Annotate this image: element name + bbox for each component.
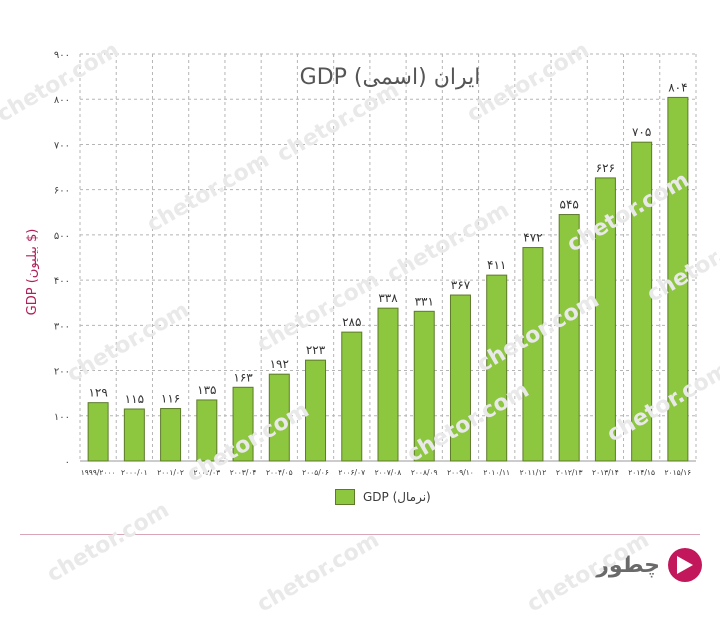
y-tick-label: ۳۰۰ xyxy=(54,321,70,332)
y-axis-ticks: ۰ ۱۰۰ ۲۰۰ ۳۰۰ ۴۰۰ ۵۰۰ ۶۰۰ ۷۰۰ ۸۰۰ ۹۰۰ xyxy=(54,50,70,468)
x-tick-label: ۲۰۱۲/۱۳ xyxy=(556,468,583,477)
bar xyxy=(341,331,363,462)
y-axis-label: GDP (بیلیون $) xyxy=(25,229,40,316)
bar-value-label: ۳۶۷ xyxy=(451,278,471,292)
legend-label: GDP (نرمال) xyxy=(363,490,431,504)
bar-value-label: ۱۶۳ xyxy=(233,370,253,384)
bar xyxy=(449,294,471,462)
x-tick-label: ۲۰۰۹/۱۰ xyxy=(447,468,474,477)
x-axis-ticks: ۱۹۹۹/۲۰۰۰ ۲۰۰۰/۰۱ ۲۰۰۱/۰۲ ۲۰۰۲/۰۳ ۲۰۰۳/۰۴ ۲۰۰… xyxy=(81,468,691,477)
x-tick-label: ۲۰۱۰/۱۱ xyxy=(483,468,510,477)
brand-name: چطور xyxy=(596,552,660,578)
bar-value-label: ۱۱۵ xyxy=(125,392,144,406)
bar-value-label: ۱۹۲ xyxy=(270,357,289,371)
legend-swatch xyxy=(335,489,355,505)
y-tick-label: ۲۰۰ xyxy=(54,367,70,378)
x-tick-label: ۲۰۱۱/۱۲ xyxy=(520,468,547,477)
x-tick-label: ۲۰۰۰/۰۱ xyxy=(121,468,148,477)
bar-value-label: ۱۳۵ xyxy=(197,383,216,397)
bar-value-label: ۴۱۱ xyxy=(487,258,506,272)
bar xyxy=(522,247,544,462)
x-tick-label: ۲۰۰۵/۰۶ xyxy=(302,468,329,477)
y-tick-label: ۱۰۰ xyxy=(54,412,70,423)
x-tick-label: ۱۹۹۹/۲۰۰۰ xyxy=(81,468,116,477)
bar-value-label: ۲۸۵ xyxy=(342,315,361,329)
x-tick-label: ۲۰۰۲/۰۳ xyxy=(193,468,220,477)
bar xyxy=(160,408,182,462)
y-tick-label: ۶۰۰ xyxy=(54,186,70,197)
y-tick-label: ۸۰۰ xyxy=(54,95,70,106)
bar xyxy=(667,96,689,462)
footer-divider xyxy=(20,534,700,535)
x-tick-label: ۲۰۱۴/۱۵ xyxy=(628,468,655,477)
bar xyxy=(196,399,218,462)
bar xyxy=(558,214,580,462)
chart-title: GDP (اسمی) ایران xyxy=(300,65,481,90)
x-tick-label: ۲۰۰۴/۰۵ xyxy=(266,468,293,477)
chart: ۰ ۱۰۰ ۲۰۰ ۳۰۰ ۴۰۰ ۵۰۰ ۶۰۰ ۷۰۰ ۸۰۰ ۹۰۰ ۱۲۹ ۱۱۵ ۱۱۶ ۱۳… xyxy=(25,50,697,477)
bar xyxy=(631,141,653,462)
x-tick-label: ۲۰۰۱/۰۲ xyxy=(157,468,184,477)
bar-value-label: ۸۰۴ xyxy=(668,80,687,94)
brand: چطور xyxy=(596,548,702,582)
bars xyxy=(87,96,689,462)
bar-value-label: ۲۲۳ xyxy=(306,343,326,357)
x-tick-label: ۲۰۰۸/۰۹ xyxy=(411,468,438,477)
bar-value-label: ۷۰۵ xyxy=(632,125,651,139)
bar-value-labels: ۱۲۹ ۱۱۵ ۱۱۶ ۱۳۵ ۱۶۳ ۱۹۲ ۲۲۳ ۲۸۵ ۳۳۸ ۳۳۱ ۳۶۷ ۴۱۱ ۴۷۲ ۵… xyxy=(88,80,687,406)
y-tick-label: ۷۰۰ xyxy=(54,140,70,151)
bar xyxy=(486,274,508,462)
bar xyxy=(413,310,435,462)
bar-value-label: ۱۲۹ xyxy=(88,386,107,400)
legend: GDP (نرمال) xyxy=(335,489,431,505)
bar xyxy=(232,386,254,462)
grid xyxy=(79,53,697,462)
brand-play-icon xyxy=(668,548,702,582)
bar-value-label: ۵۴۵ xyxy=(560,198,579,212)
x-tick-label: ۲۰۱۵/۱۶ xyxy=(665,468,692,477)
x-tick-label: ۲۰۰۶/۰۷ xyxy=(338,468,365,477)
bar-value-label: ۱۱۶ xyxy=(161,392,180,406)
bar xyxy=(594,177,616,462)
bar xyxy=(377,307,399,462)
x-tick-label: ۲۰۰۷/۰۸ xyxy=(375,468,402,477)
bar xyxy=(305,359,327,462)
bar-value-label: ۳۳۸ xyxy=(378,291,398,305)
x-tick-label: ۲۰۰۳/۰۴ xyxy=(230,468,257,477)
bar-value-label: ۳۳۱ xyxy=(415,294,434,308)
bar-value-label: ۴۷۲ xyxy=(523,231,542,245)
y-tick-label: ۴۰۰ xyxy=(54,276,70,287)
bar-value-label: ۶۲۶ xyxy=(596,161,615,175)
bar xyxy=(87,402,109,462)
bar xyxy=(268,373,290,462)
y-tick-label: ۰ xyxy=(65,457,70,468)
y-tick-label: ۵۰۰ xyxy=(54,231,70,242)
x-tick-label: ۲۰۱۳/۱۴ xyxy=(592,468,619,477)
y-tick-label: ۹۰۰ xyxy=(54,50,70,61)
bar xyxy=(123,408,145,462)
